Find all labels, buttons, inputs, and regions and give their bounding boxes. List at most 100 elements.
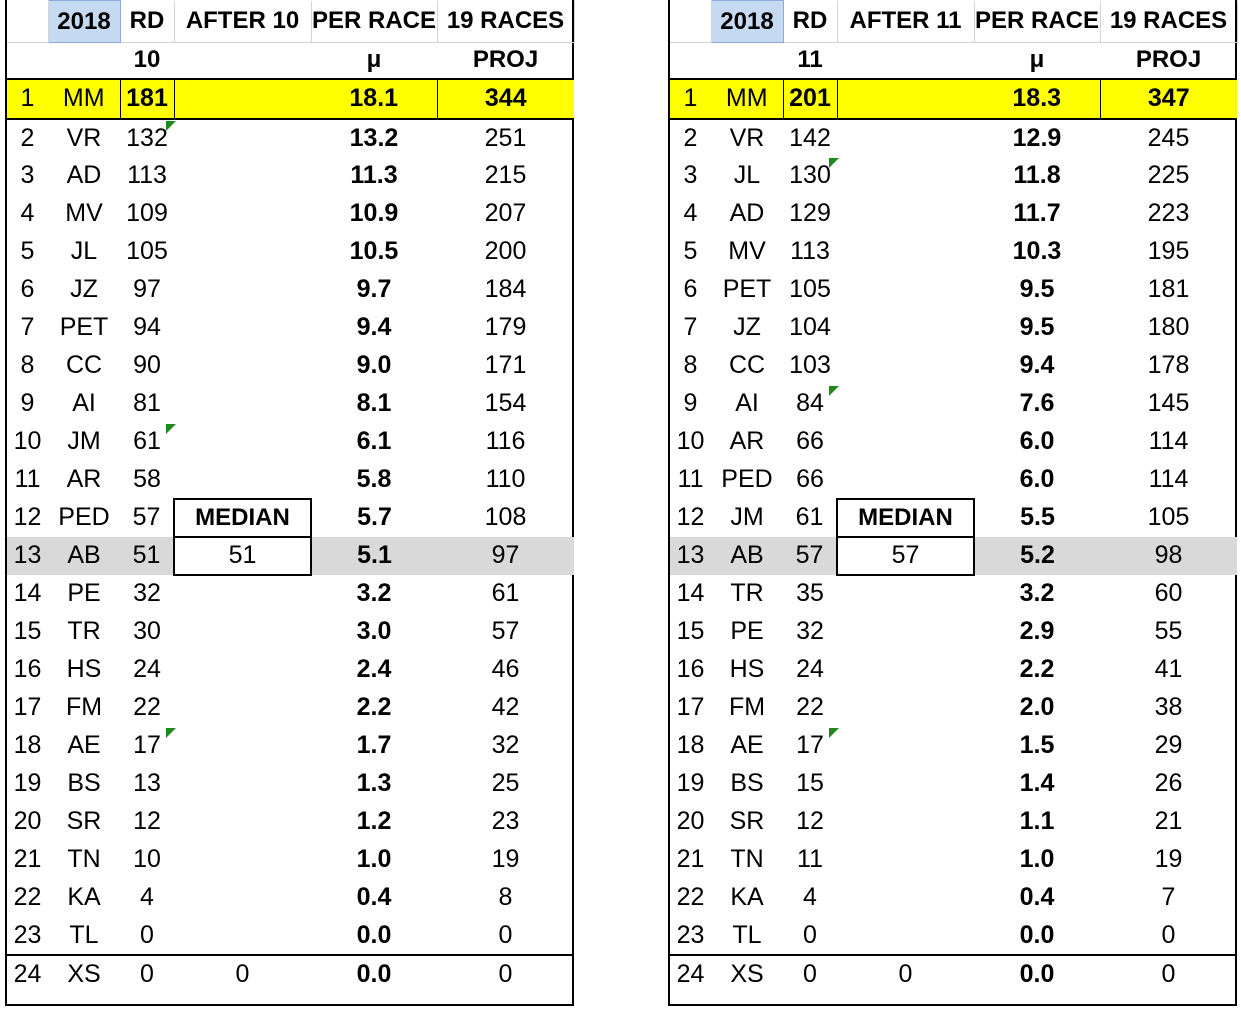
mu-cell[interactable]: 2.4 — [356, 655, 392, 683]
mu-cell[interactable]: 1.3 — [356, 769, 392, 797]
proj-cell[interactable]: 207 — [484, 199, 527, 227]
proj-cell[interactable]: 32 — [491, 731, 520, 759]
rank-cell[interactable]: 15 — [13, 617, 42, 645]
rank-cell[interactable]: 21 — [13, 845, 42, 873]
proj-cell[interactable]: 171 — [484, 351, 527, 379]
rd-value[interactable]: 10 — [120, 42, 174, 80]
points-cell[interactable]: 129 — [783, 195, 837, 233]
driver-cell[interactable]: JZ — [70, 275, 98, 303]
after-cell[interactable] — [174, 78, 311, 120]
mu-cell[interactable]: 5.8 — [356, 465, 392, 493]
driver-cell[interactable]: JZ — [733, 313, 761, 341]
points-cell[interactable]: 109 — [120, 195, 174, 233]
driver-cell[interactable]: FM — [728, 693, 766, 721]
proj-cell[interactable]: 184 — [484, 275, 527, 303]
after-cell[interactable] — [174, 841, 311, 879]
rank-cell[interactable]: 12 — [676, 503, 705, 531]
driver-cell[interactable]: AR — [729, 427, 765, 455]
rd-value[interactable]: 11 — [783, 42, 837, 80]
rank-cell[interactable]: 8 — [683, 351, 698, 379]
proj-cell[interactable]: 179 — [484, 313, 527, 341]
rd-header[interactable]: RD — [120, 0, 175, 43]
driver-cell[interactable]: JM — [67, 427, 101, 455]
points-cell[interactable]: 4 — [783, 879, 837, 917]
points-cell[interactable]: 30 — [120, 613, 174, 651]
points-cell[interactable]: 132 — [120, 119, 176, 157]
after-cell[interactable] — [837, 195, 974, 233]
driver-cell[interactable]: AI — [72, 389, 96, 417]
after-cell[interactable] — [174, 727, 311, 765]
mu-cell[interactable]: 18.3 — [974, 78, 1101, 120]
proj-cell[interactable]: 225 — [1147, 161, 1190, 189]
mu-cell[interactable]: 5.7 — [357, 503, 392, 531]
points-cell[interactable]: 94 — [120, 309, 174, 347]
points-cell[interactable]: 24 — [783, 651, 837, 689]
points-cell[interactable]: 61 — [783, 499, 837, 537]
rank-cell[interactable]: 19 — [13, 769, 42, 797]
proj-cell[interactable]: 245 — [1147, 123, 1190, 152]
proj-cell[interactable]: 0 — [437, 953, 574, 993]
driver-cell[interactable]: PE — [730, 617, 764, 645]
driver-cell[interactable]: XS — [711, 953, 783, 993]
mu-cell[interactable]: 11.3 — [350, 161, 398, 189]
points-cell[interactable]: 97 — [120, 271, 174, 309]
rank-cell[interactable]: 23 — [676, 920, 705, 949]
points-cell[interactable]: 24 — [120, 651, 174, 689]
points-cell[interactable]: 81 — [120, 385, 174, 423]
rank-cell[interactable]: 3 — [683, 161, 698, 189]
driver-cell[interactable]: TR — [67, 617, 101, 645]
proj-cell[interactable]: 55 — [1154, 617, 1183, 645]
driver-cell[interactable]: VR — [66, 123, 102, 152]
proj-header[interactable]: PROJ — [1100, 42, 1237, 80]
mu-cell[interactable]: 9.0 — [356, 351, 392, 379]
mu-cell[interactable]: 1.0 — [356, 845, 392, 873]
rank-cell[interactable]: 21 — [676, 845, 705, 873]
mu-cell[interactable]: 0.0 — [311, 953, 437, 993]
after-cell[interactable] — [174, 613, 311, 651]
points-cell[interactable]: 12 — [120, 803, 174, 841]
driver-cell[interactable]: PE — [67, 579, 101, 607]
mu-cell[interactable]: 9.5 — [1019, 275, 1055, 303]
proj-cell[interactable]: 180 — [1147, 313, 1190, 341]
mu-cell[interactable]: 2.0 — [1019, 693, 1055, 721]
points-cell[interactable]: 15 — [783, 765, 837, 803]
driver-cell[interactable]: SR — [729, 807, 765, 835]
rank-cell[interactable]: 15 — [676, 617, 705, 645]
mu-cell[interactable]: 10.5 — [349, 237, 399, 265]
driver-cell[interactable]: MV — [728, 237, 766, 265]
rank-cell[interactable]: 20 — [13, 807, 42, 835]
after-cell[interactable] — [837, 347, 974, 385]
after-cell[interactable] — [837, 613, 974, 651]
after-cell[interactable] — [837, 119, 974, 157]
rank-cell[interactable]: 14 — [13, 579, 42, 607]
mu-cell[interactable]: 5.5 — [1020, 503, 1055, 531]
proj-cell[interactable]: 42 — [491, 693, 520, 721]
driver-cell[interactable]: CC — [65, 351, 103, 379]
per-race-header[interactable]: PER RACE — [974, 0, 1101, 43]
mu-cell[interactable]: 18.1 — [311, 78, 438, 120]
points-cell[interactable]: 105 — [120, 233, 174, 271]
points-cell[interactable]: 0 — [120, 953, 174, 993]
driver-cell[interactable]: TN — [67, 845, 101, 873]
rank-cell[interactable]: 7 — [20, 313, 35, 341]
mu-cell[interactable]: 1.7 — [356, 731, 392, 759]
points-cell[interactable]: 22 — [120, 689, 174, 727]
proj-cell[interactable]: 57 — [491, 617, 520, 645]
points-cell[interactable]: 11 — [783, 841, 837, 879]
driver-cell[interactable]: PET — [59, 313, 109, 341]
points-cell[interactable]: 105 — [783, 271, 837, 309]
driver-cell[interactable]: HS — [729, 655, 765, 683]
driver-cell[interactable]: BS — [67, 769, 101, 797]
points-cell[interactable]: 57 — [783, 536, 837, 575]
proj-cell[interactable]: 0 — [1100, 953, 1237, 993]
points-cell[interactable]: 12 — [783, 803, 837, 841]
rank-cell[interactable]: 9 — [20, 389, 35, 417]
mu-cell[interactable]: 9.4 — [1019, 351, 1055, 379]
proj-cell[interactable]: 25 — [491, 769, 520, 797]
driver-cell[interactable]: XS — [48, 953, 120, 993]
after-cell[interactable] — [174, 575, 311, 613]
after-cell[interactable] — [837, 385, 974, 423]
proj-cell[interactable]: 21 — [1154, 807, 1183, 835]
driver-cell[interactable]: PED — [721, 465, 773, 493]
points-cell[interactable]: 142 — [783, 119, 837, 157]
